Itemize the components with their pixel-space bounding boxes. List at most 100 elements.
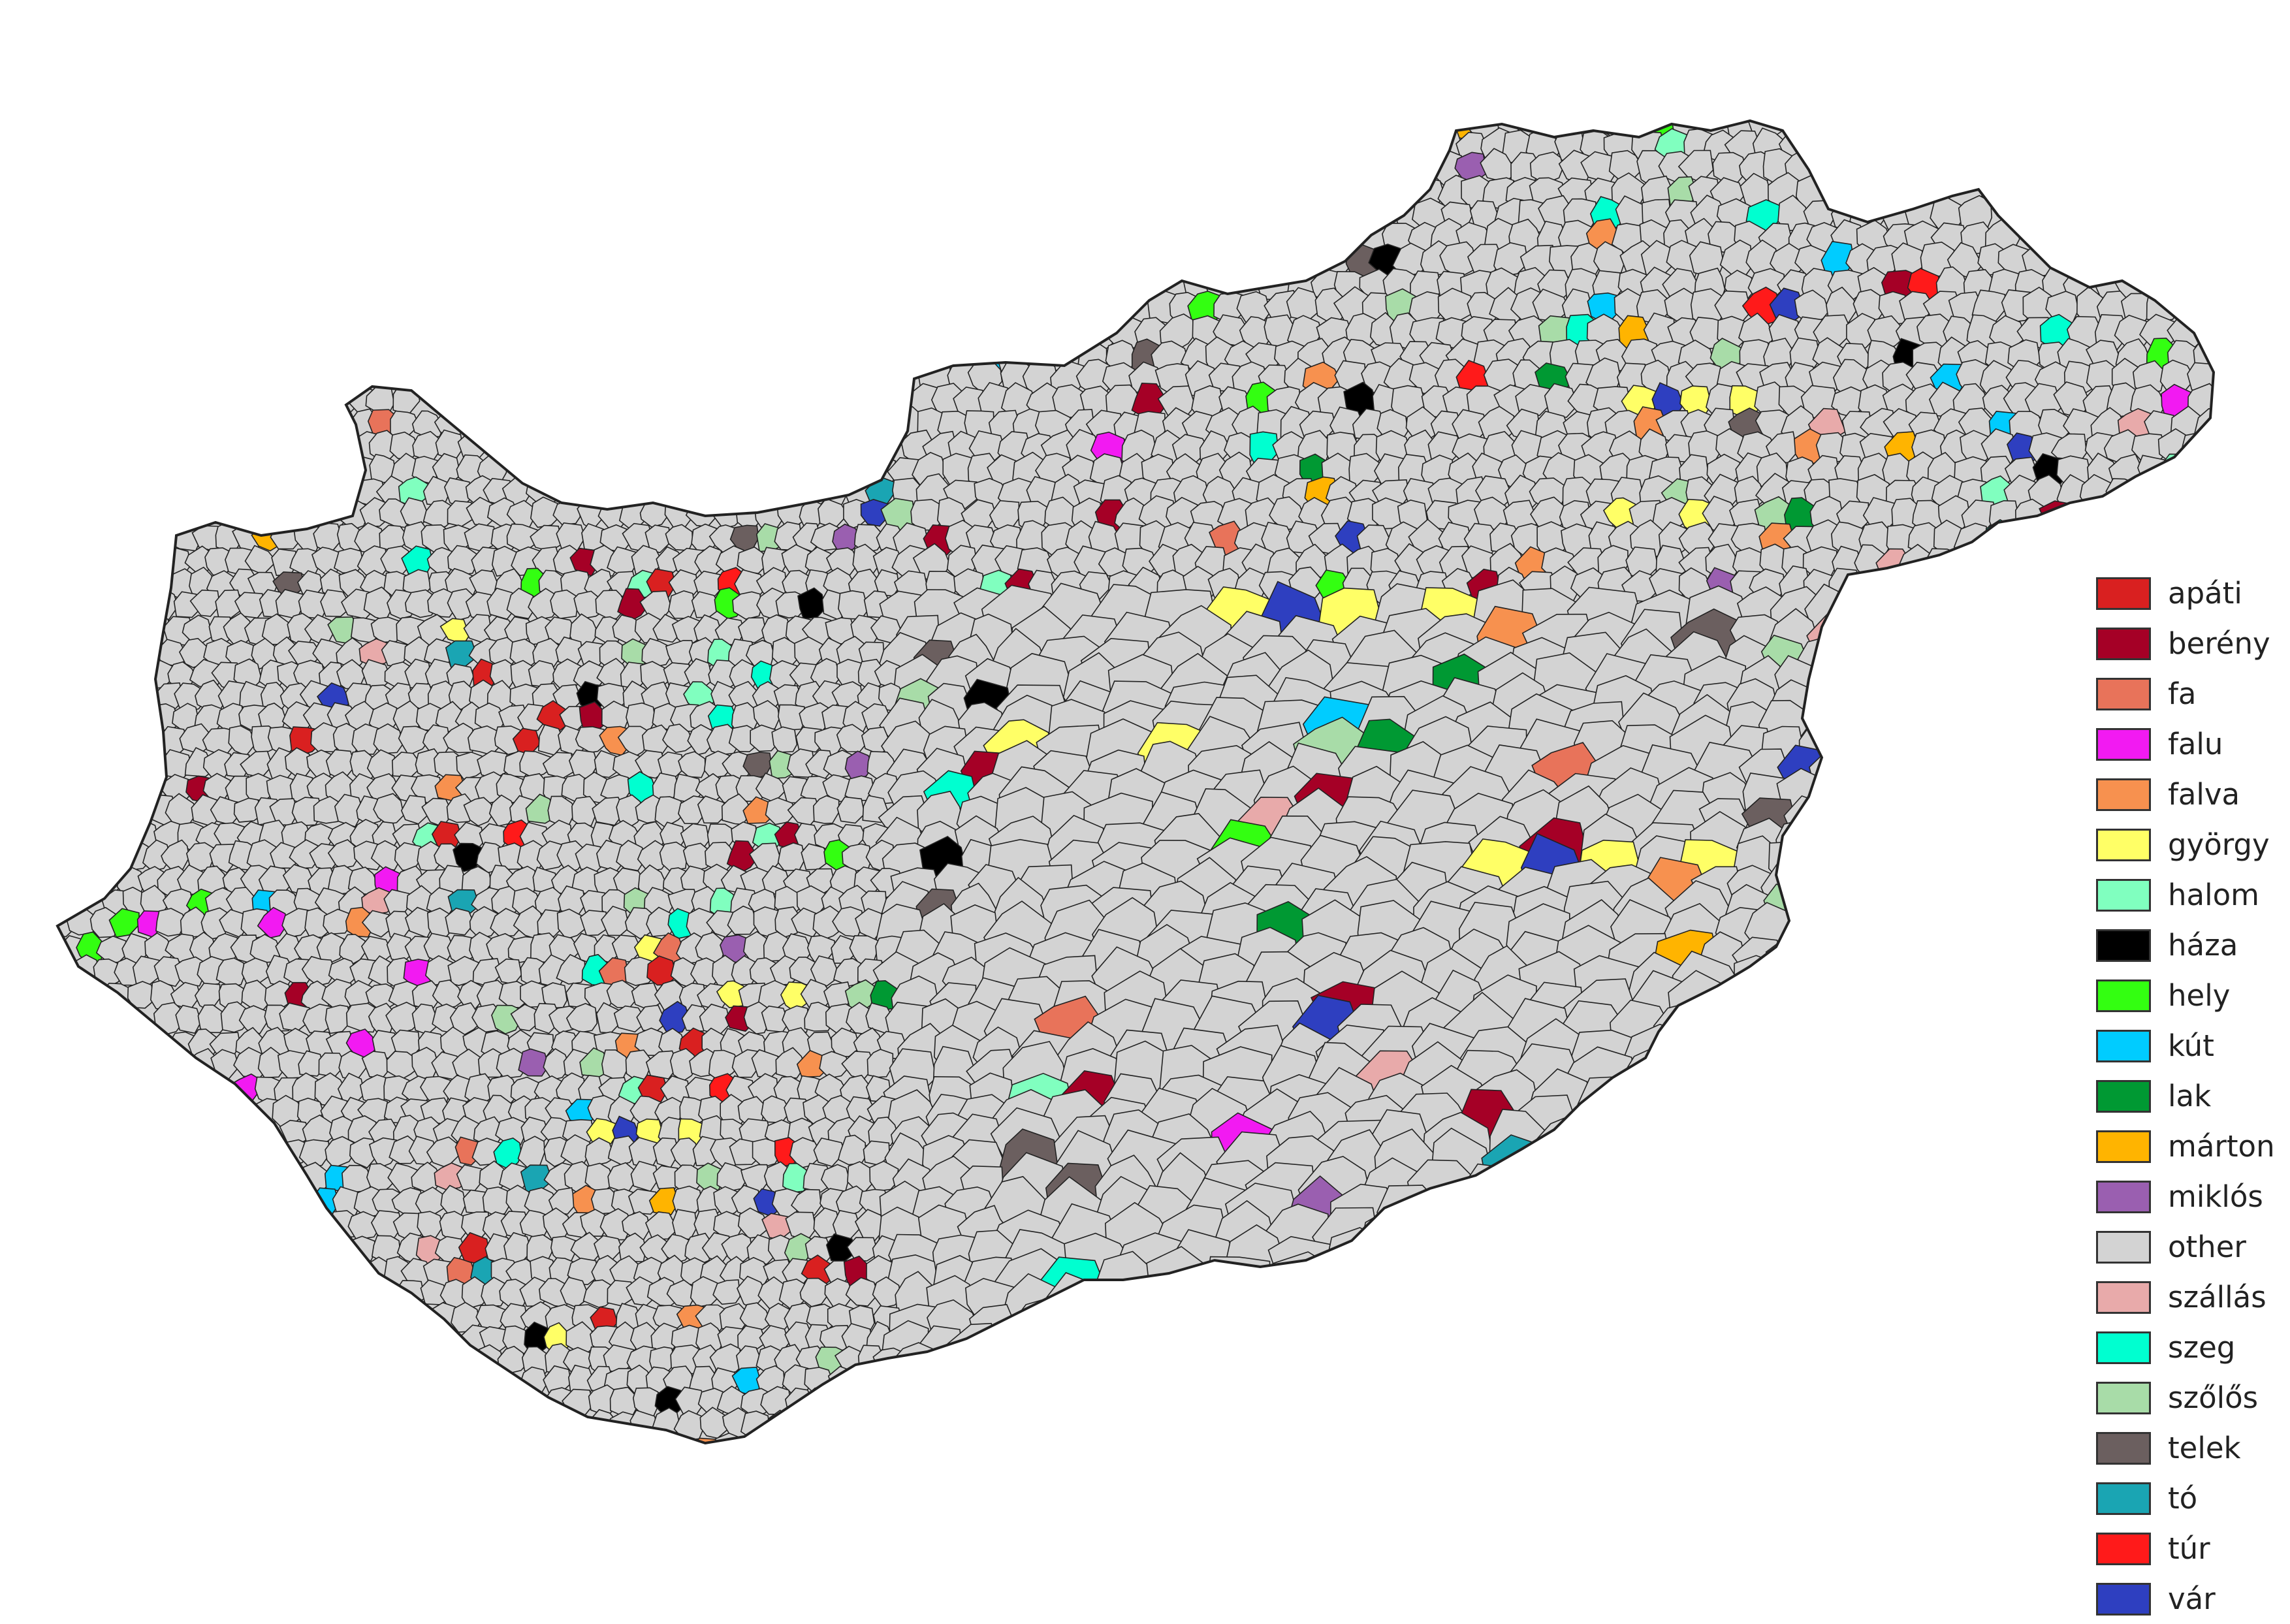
municipality-cell <box>373 793 405 825</box>
municipality-cell <box>155 908 186 937</box>
legend-swatch <box>2096 1029 2151 1062</box>
municipality-cell <box>463 797 494 827</box>
municipality-cell <box>661 724 695 754</box>
legend-label: kút <box>2168 1028 2214 1063</box>
legend-swatch <box>2096 1331 2151 1364</box>
municipality-cell <box>351 723 381 755</box>
municipality-cell <box>456 751 485 780</box>
municipality-cell <box>89 906 120 938</box>
municipality-cell <box>1267 1235 1338 1301</box>
legend-label: lak <box>2168 1079 2212 1113</box>
municipality-cell <box>1734 955 1783 1006</box>
municipality-cell <box>543 1048 571 1081</box>
municipality-cell <box>565 1002 598 1033</box>
legend-label: other <box>2168 1230 2246 1264</box>
legend-label: szőlős <box>2168 1380 2259 1415</box>
municipality-cell <box>373 723 404 754</box>
legend-swatch <box>2096 878 2151 912</box>
legend-item: tó <box>2096 1473 2285 1523</box>
municipality-cell <box>310 722 340 753</box>
legend-swatch <box>2096 1482 2151 1515</box>
municipality-cell <box>488 794 517 827</box>
municipality-cell <box>1544 383 1579 419</box>
municipality-cell <box>548 1186 576 1215</box>
legend-swatch <box>2096 1079 2151 1113</box>
legend-label: falva <box>2168 777 2240 812</box>
legend-label: falu <box>2168 727 2223 761</box>
municipality-cell <box>810 955 841 987</box>
municipality-cell <box>320 589 353 617</box>
municipality-cell <box>490 908 524 937</box>
municipality-cell <box>645 1050 680 1080</box>
municipality-cell <box>617 588 650 621</box>
municipality-cell <box>678 751 706 778</box>
municipality-cell <box>1988 500 2020 533</box>
legend-item: györgy <box>2096 820 2285 870</box>
legend-item: háza <box>2096 920 2285 970</box>
municipality-cell <box>687 724 715 756</box>
municipality-cell <box>127 981 155 1009</box>
legend-item: vár <box>2096 1574 2285 1624</box>
municipality-cell <box>556 908 588 940</box>
legend-item: halom <box>2096 870 2285 920</box>
municipality-cell <box>835 1185 865 1216</box>
municipality-cell <box>1576 1075 1655 1142</box>
municipality-cell <box>334 793 364 828</box>
municipality-cell <box>737 617 768 643</box>
municipality-cell <box>1376 1185 1444 1252</box>
municipality-cell <box>1775 816 1832 871</box>
legend-swatch <box>2096 627 2151 660</box>
municipality-cell <box>575 726 610 754</box>
legend-swatch <box>2096 929 2151 962</box>
municipality-cell <box>613 1005 648 1033</box>
municipality-cell <box>175 1004 202 1034</box>
municipality-cell <box>617 725 650 758</box>
legend-swatch <box>2096 677 2151 710</box>
municipality-cell <box>345 1002 379 1033</box>
municipality-cell <box>846 1237 880 1262</box>
municipality-cell <box>510 1004 543 1032</box>
legend-item: kút <box>2096 1021 2285 1071</box>
legend-swatch <box>2096 577 2151 610</box>
legend-swatch <box>2096 1532 2151 1565</box>
legend-swatch <box>2096 1130 2151 1163</box>
municipality-cell <box>819 1051 851 1079</box>
municipality-cell <box>654 796 688 828</box>
municipality-cell <box>220 1001 249 1033</box>
legend-label: fa <box>2168 677 2197 711</box>
legend-label: telek <box>2168 1431 2241 1465</box>
municipality-cell <box>368 1137 398 1169</box>
municipality-cell <box>398 725 430 756</box>
municipality-cell <box>580 910 609 936</box>
municipality-cell <box>1985 518 2020 557</box>
municipality-cell <box>584 1137 616 1168</box>
municipality-cell <box>298 1050 325 1077</box>
municipality-cell <box>361 910 394 938</box>
municipality-cell <box>771 726 798 753</box>
municipality-cell <box>1572 1094 1639 1162</box>
municipality-cell <box>712 1279 741 1305</box>
legend-item: hely <box>2096 970 2285 1021</box>
legend-swatch <box>2096 778 2151 811</box>
municipality-cell <box>726 840 759 873</box>
legend-label: háza <box>2168 928 2238 963</box>
municipality-cell <box>2180 432 2214 466</box>
legend-item: szeg <box>2096 1322 2285 1373</box>
country-border <box>56 119 2216 1445</box>
municipality-cells <box>57 121 2214 1443</box>
municipality-cell <box>325 1136 355 1169</box>
legend-item: apáti <box>2096 568 2285 618</box>
municipality-cell <box>860 498 889 527</box>
municipality-cell <box>1894 172 1932 208</box>
municipality-cell <box>347 1211 381 1241</box>
municipality-cell <box>550 589 578 620</box>
municipality-cell <box>142 839 172 872</box>
legend-label: szállás <box>2168 1280 2266 1314</box>
municipality-cell <box>644 524 671 554</box>
municipality-cell <box>777 842 806 871</box>
municipality-cell <box>634 750 668 779</box>
municipality-cell <box>1046 1272 1119 1345</box>
municipality-cell <box>327 838 359 869</box>
municipality-cell <box>799 1277 831 1307</box>
municipality-cell <box>517 703 549 731</box>
